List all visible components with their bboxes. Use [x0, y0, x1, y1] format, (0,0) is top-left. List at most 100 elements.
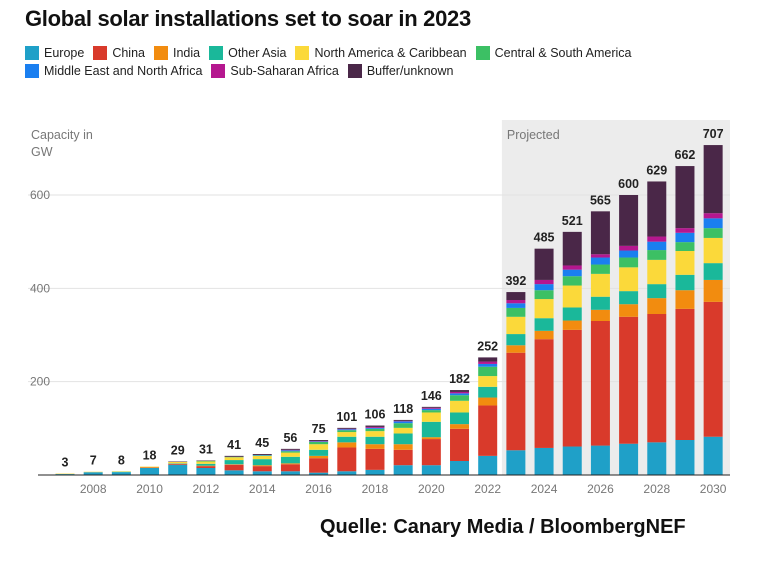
- legend-item: India: [153, 46, 200, 60]
- bar-segment-china: [647, 314, 667, 443]
- bar-segment-central-south-america: [365, 428, 385, 432]
- bar-segment-china: [562, 329, 582, 447]
- bar-segment-middle-east-and-north-africa: [421, 408, 441, 411]
- bar-segment-middle-east-and-north-africa: [562, 269, 582, 277]
- bar-segment-buffer-unknown: [421, 406, 441, 408]
- bar-segment-other-asia: [675, 274, 695, 291]
- bar-segment-middle-east-and-north-africa: [337, 429, 357, 431]
- legend-item: Middle East and North Africa: [25, 64, 202, 78]
- bar-total-label: 75: [312, 422, 326, 436]
- bar-segment-india: [703, 279, 723, 302]
- bar-segment-north-america-caribbean: [280, 452, 300, 457]
- bar-segment-middle-east-and-north-africa: [534, 284, 554, 291]
- bar-segment-europe: [478, 455, 498, 475]
- legend-swatch: [475, 46, 490, 60]
- bar-total-label: 565: [590, 193, 611, 207]
- bar-segment-india: [393, 444, 413, 450]
- bar-segment-north-america-caribbean: [337, 432, 357, 437]
- bar-segment-europe: [224, 470, 244, 475]
- bar-total-label: 182: [449, 372, 470, 386]
- bar-segment-india: [252, 465, 272, 467]
- legend-label: Other Asia: [228, 46, 287, 60]
- bar-segment-north-america-caribbean: [703, 237, 723, 264]
- bar-segment-china: [365, 448, 385, 470]
- bar-segment-buffer-unknown: [478, 357, 498, 362]
- bar-segment-europe: [534, 447, 554, 475]
- x-tick-label: 2028: [643, 482, 670, 496]
- bar-segment-china: [393, 449, 413, 466]
- bar-segment-north-america-caribbean: [478, 376, 498, 387]
- bar-segment-europe: [393, 465, 413, 475]
- bar-segment-central-south-america: [590, 264, 610, 274]
- bar-segment-middle-east-and-north-africa: [590, 257, 610, 265]
- legend-swatch: [93, 46, 108, 60]
- bar-segment-central-south-america: [647, 250, 667, 260]
- bar-segment-europe: [111, 472, 131, 475]
- x-tick-label: 2010: [136, 482, 163, 496]
- legend-swatch: [25, 46, 39, 60]
- bar-segment-north-america-caribbean: [647, 259, 667, 285]
- bar-segment-india: [619, 304, 639, 317]
- bar-segment-buffer-unknown: [309, 440, 329, 441]
- bar-segment-middle-east-and-north-africa: [478, 363, 498, 367]
- y-tick-label: 200: [30, 375, 50, 389]
- bar-segment-north-america-caribbean: [168, 461, 188, 464]
- bar-segment-sub-saharan-africa: [450, 391, 470, 394]
- bar-segment-china: [280, 464, 300, 472]
- bar-segment-china: [337, 447, 357, 472]
- bar-total-label: 707: [703, 127, 724, 141]
- bar-segment-buffer-unknown: [252, 454, 272, 455]
- y-axis-label: Capacity in: [31, 128, 93, 142]
- bar-segment-china: [224, 464, 244, 471]
- bar-segment-india: [309, 455, 329, 459]
- projected-label: Projected: [507, 128, 560, 142]
- bar-segment-europe: [506, 450, 526, 475]
- bar-segment-north-america-caribbean: [562, 285, 582, 308]
- bar-segment-europe: [83, 472, 103, 475]
- bar-segment-sub-saharan-africa: [590, 254, 610, 258]
- bar-total-label: 118: [393, 402, 413, 416]
- legend-item: Other Asia: [209, 46, 286, 60]
- bar-segment-other-asia: [450, 412, 470, 425]
- bar-segment-north-america-caribbean: [534, 299, 554, 319]
- bar-segment-other-asia: [534, 318, 554, 331]
- bar-total-label: 106: [365, 408, 386, 422]
- bar-segment-central-south-america: [450, 395, 470, 401]
- bar-segment-central-south-america: [703, 228, 723, 238]
- y-axis-label: GW: [31, 145, 53, 159]
- bar-segment-central-south-america: [421, 410, 441, 413]
- bar-segment-europe: [562, 446, 582, 475]
- bar-segment-central-south-america: [534, 290, 554, 300]
- bar-segment-buffer-unknown: [450, 390, 470, 392]
- bar-segment-north-america-caribbean: [365, 431, 385, 437]
- bar-segment-india: [675, 290, 695, 309]
- bar-total-label: 31: [199, 443, 213, 457]
- x-tick-label: 2022: [474, 482, 501, 496]
- bar-segment-china: [703, 301, 723, 437]
- bar-segment-north-america-caribbean: [450, 400, 470, 413]
- bar-segment-north-america-caribbean: [506, 316, 526, 335]
- bar-total-label: 252: [477, 339, 498, 353]
- bar-segment-india: [280, 463, 300, 465]
- bar-segment-india: [450, 424, 470, 429]
- bar-segment-sub-saharan-africa: [703, 213, 723, 219]
- bar-segment-central-south-america: [393, 423, 413, 428]
- legend: Europe China India Other Asia North America …: [25, 44, 745, 80]
- bar-total-label: 56: [283, 431, 297, 445]
- x-tick-label: 2026: [587, 482, 614, 496]
- legend-item: China: [93, 46, 145, 60]
- bar-segment-buffer-unknown: [562, 231, 582, 266]
- bar-total-label: 18: [143, 449, 157, 463]
- bar-segment-middle-east-and-north-africa: [365, 427, 385, 429]
- x-tick-label: 2016: [305, 482, 332, 496]
- legend-label: Sub-Saharan Africa: [230, 64, 339, 78]
- bar-segment-buffer-unknown: [534, 248, 554, 280]
- bar-segment-buffer-unknown: [647, 181, 667, 237]
- bar-segment-europe: [168, 464, 188, 475]
- x-tick-label: 2018: [362, 482, 389, 496]
- bar-segment-central-south-america: [280, 451, 300, 453]
- legend-swatch: [211, 64, 226, 78]
- bar-segment-europe: [337, 471, 357, 475]
- bar-total-label: 662: [675, 148, 696, 162]
- bar-segment-buffer-unknown: [675, 166, 695, 229]
